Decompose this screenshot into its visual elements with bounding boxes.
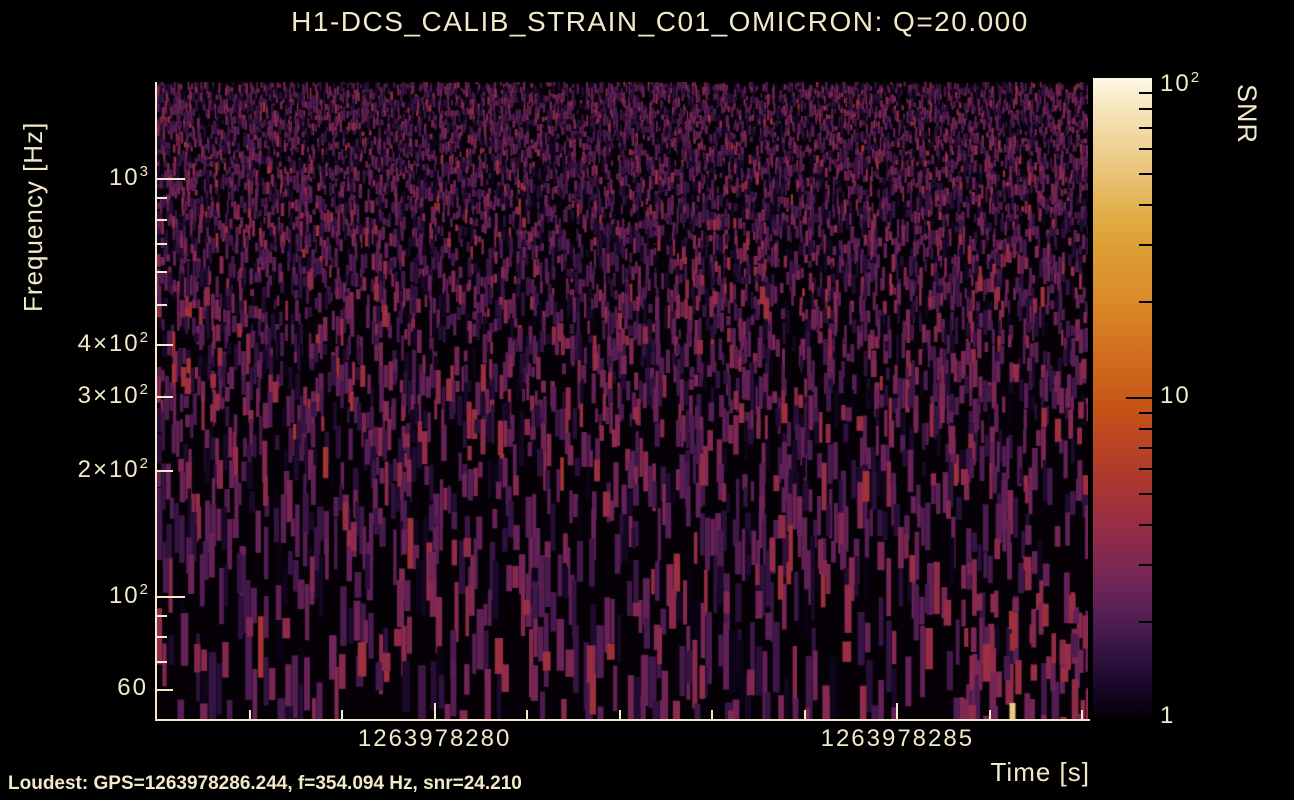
spectrogram-plot [157,82,1088,719]
y-tick-label: 3×102 [77,381,148,410]
colorbar-tick-label: 1 [1160,702,1176,729]
y-axis-title: Frequency [Hz] [18,121,48,312]
y-tick-minor [157,242,167,245]
y-tick-minor [157,660,167,663]
x-tick-minor [711,710,714,719]
colorbar-tick-minor [1139,620,1152,623]
y-tick-minor [157,636,167,639]
colorbar-tick-minor [1139,126,1152,129]
y-tick-label: 60 [117,673,148,701]
x-axis-title: Time [s] [990,757,1090,787]
x-tick-major [896,703,899,719]
x-tick-minor [341,710,344,719]
y-tick [157,344,173,347]
colorbar-tick-minor [1139,173,1152,176]
x-tick-major [433,703,436,719]
colorbar-tick-label: 102 [1160,69,1200,97]
x-tick-minor [526,710,529,719]
colorbar-tick-minor [1139,300,1152,303]
colorbar-tick-minor [1139,564,1152,567]
x-tick-minor [988,710,991,719]
y-tick [157,595,185,598]
page-title: H1-DCS_CALIB_STRAIN_C01_OMICRON: Q=20.00… [291,6,1029,37]
colorbar-tick-minor [1139,204,1152,207]
x-axis-line [155,719,1090,721]
x-tick-label: 1263978285 [820,725,975,752]
colorbar-title: SNR [1232,84,1262,145]
y-axis-line [155,82,157,721]
y-tick-minor [157,303,167,306]
x-tick-minor [618,710,621,719]
x-tick-minor [248,710,251,719]
y-tick-minor [157,270,167,273]
colorbar-tick-minor [1139,446,1152,449]
colorbar-tick-minor [1139,147,1152,150]
colorbar-tick-minor [1139,411,1152,414]
y-tick-minor [157,197,167,200]
y-tick [157,688,173,691]
y-tick-minor [157,218,167,221]
spectrogram-canvas [157,82,1088,719]
y-tick [157,470,173,473]
y-tick-label: 102 [108,580,148,609]
y-tick-label: 4×102 [77,329,148,358]
colorbar-tick-minor [1139,428,1152,430]
colorbar-tick-minor [1139,91,1152,94]
colorbar-tick-major [1126,397,1152,399]
x-tick-minor [803,710,806,719]
y-tick-minor [157,614,167,617]
y-tick [157,178,185,181]
colorbar-tick-minor [1139,108,1152,110]
y-tick-label: 103 [108,163,148,192]
colorbar-tick-minor [1139,467,1152,470]
y-tick-label: 2×102 [77,455,148,484]
x-tick-minor [1081,710,1084,719]
x-tick-label: 1263978280 [357,725,512,752]
y-tick [157,396,173,399]
colorbar-tick-minor [1139,493,1152,496]
loudest-status: Loudest: GPS=1263978286.244, f=354.094 H… [8,773,522,794]
colorbar-tick-minor [1139,244,1152,247]
colorbar-tick-label: 10 [1160,382,1191,409]
colorbar-tick-minor [1139,524,1152,527]
